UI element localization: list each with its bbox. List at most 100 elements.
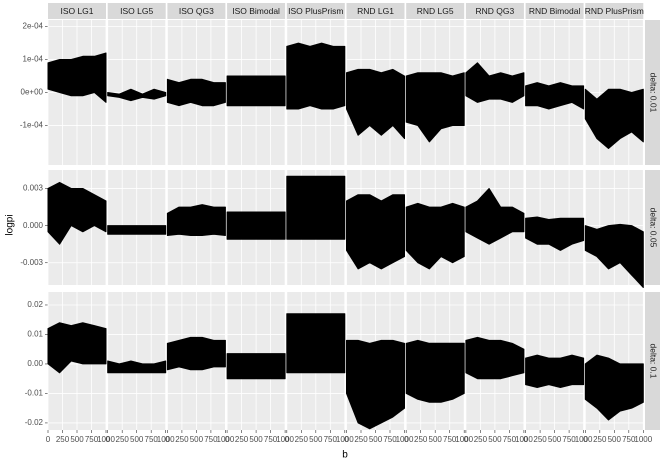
- strip-label: ISO PlusPrism: [288, 6, 343, 16]
- x-tick-label: 750: [204, 435, 218, 444]
- x-tick-label: 750: [383, 435, 397, 444]
- strip: [406, 3, 465, 19]
- signal-band: [584, 354, 644, 421]
- x-tick-label: 750: [443, 435, 457, 444]
- x-tick-label: 750: [145, 435, 159, 444]
- strip-label: ISO QG3: [179, 6, 214, 16]
- strip: [645, 170, 660, 285]
- x-axis-label: b: [342, 450, 348, 461]
- signal-band: [405, 202, 465, 270]
- x-tick-label: 250: [354, 435, 368, 444]
- x-tick-label: 500: [70, 435, 84, 444]
- signal-band: [405, 72, 465, 143]
- strip: [525, 3, 584, 19]
- y-tick-label: -1e-04: [20, 121, 44, 130]
- signal-band: [346, 194, 405, 270]
- y-tick-label: 1e-04: [23, 55, 44, 64]
- signal-band: [525, 82, 585, 110]
- x-tick-label: 750: [264, 435, 278, 444]
- signal-band: [107, 360, 167, 374]
- x-tick-label: 750: [324, 435, 338, 444]
- strip: [48, 3, 106, 19]
- x-tick-label: 0: [464, 435, 469, 444]
- signal-band: [525, 216, 585, 251]
- x-tick-label: 1000: [634, 435, 652, 444]
- x-tick-label: 0: [523, 435, 528, 444]
- x-tick-label: 0: [404, 435, 409, 444]
- x-tick-label: 500: [190, 435, 204, 444]
- signal-band: [47, 322, 107, 374]
- y-tick-label: -0.01: [25, 389, 44, 398]
- strip-label: delta: 0.01: [648, 73, 658, 113]
- x-tick-label: 500: [130, 435, 144, 444]
- signal-band: [465, 62, 525, 103]
- strip: [465, 3, 524, 19]
- x-tick-label: 250: [116, 435, 130, 444]
- signal-band: [465, 336, 525, 380]
- signal-band: [286, 313, 346, 374]
- strip-label: delta: 0.05: [648, 208, 658, 248]
- y-tick-label: -0.02: [25, 418, 44, 427]
- strip: [286, 3, 345, 19]
- signal-band: [226, 75, 286, 107]
- x-tick-label: 500: [608, 435, 622, 444]
- strip-label: ISO LG1: [60, 6, 93, 16]
- strip: [346, 3, 405, 19]
- x-tick-label: 0: [285, 435, 290, 444]
- strip: [645, 20, 660, 165]
- signal-band: [166, 78, 226, 107]
- strip: [585, 3, 644, 19]
- x-tick-label: 1000: [575, 435, 593, 444]
- signal-band: [47, 52, 107, 103]
- x-tick-label: 250: [56, 435, 70, 444]
- signal-band: [226, 353, 286, 380]
- signal-band: [166, 204, 226, 236]
- strip-label: RND QG3: [476, 6, 515, 16]
- x-tick-label: 250: [593, 435, 607, 444]
- strip-label: RND Bimodal: [529, 6, 581, 16]
- x-tick-label: 0: [105, 435, 110, 444]
- x-tick-label: 500: [548, 435, 562, 444]
- x-tick-label: 500: [249, 435, 263, 444]
- y-tick-label: 0.00: [27, 359, 43, 368]
- strip-label: ISO LG5: [120, 6, 153, 16]
- signal-band: [47, 181, 107, 245]
- signal-band: [525, 354, 585, 388]
- y-tick-label: 0.003: [23, 184, 44, 193]
- x-tick-label: 500: [309, 435, 323, 444]
- signal-band: [584, 88, 644, 149]
- x-tick-label: 750: [503, 435, 517, 444]
- signal-band: [107, 88, 167, 102]
- x-tick-label: 0: [583, 435, 588, 444]
- y-tick-label: 0.01: [27, 330, 43, 339]
- strip-label: RND LG1: [357, 6, 394, 16]
- signal-band: [465, 188, 525, 245]
- x-tick-label: 0: [344, 435, 349, 444]
- y-tick-label: -0.003: [20, 258, 43, 267]
- strip: [107, 3, 166, 19]
- x-tick-label: 750: [562, 435, 576, 444]
- y-tick-label: 2e-04: [23, 22, 44, 31]
- signal-band: [226, 211, 286, 240]
- x-tick-label: 250: [175, 435, 189, 444]
- x-tick-label: 250: [533, 435, 547, 444]
- x-tick-label: 750: [85, 435, 99, 444]
- signal-band: [584, 223, 644, 288]
- x-tick-label: 250: [474, 435, 488, 444]
- y-axis-label: logpi: [5, 214, 16, 235]
- strip-label: ISO Bimodal: [232, 6, 280, 16]
- strip: [227, 3, 286, 19]
- x-tick-label: 1000: [157, 435, 175, 444]
- strip-label: RND LG5: [417, 6, 454, 16]
- x-tick-label: 0: [46, 435, 51, 444]
- x-tick-label: 500: [488, 435, 502, 444]
- signal-band: [405, 339, 465, 403]
- y-tick-label: 0e+00: [21, 88, 44, 97]
- x-tick-label: 250: [295, 435, 309, 444]
- signal-band: [346, 68, 405, 140]
- x-tick-label: 250: [414, 435, 428, 444]
- x-tick-label: 1000: [336, 435, 354, 444]
- signal-band: [286, 42, 346, 110]
- x-tick-label: 1000: [276, 435, 294, 444]
